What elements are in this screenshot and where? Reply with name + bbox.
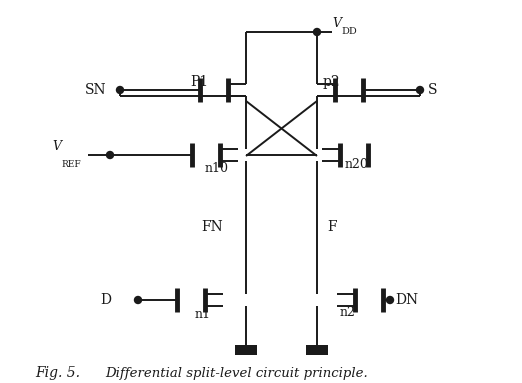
Text: p2: p2 [323,75,341,89]
Text: Differential split-level circuit principle.: Differential split-level circuit princip… [105,367,368,380]
Text: SN: SN [85,83,106,97]
Bar [306,345,328,355]
Text: FN: FN [201,220,223,234]
Text: n10: n10 [205,162,229,175]
Text: DN: DN [395,293,418,307]
Text: V: V [52,140,61,153]
Bar [235,345,257,355]
Circle shape [135,296,141,303]
Circle shape [116,87,124,93]
Circle shape [106,152,113,159]
Text: P1: P1 [190,75,208,89]
Text: V: V [332,17,341,30]
Text: n1: n1 [195,308,211,321]
Text: F: F [327,220,337,234]
Text: DD: DD [341,27,357,36]
Text: Fig. 5.: Fig. 5. [35,366,80,380]
Circle shape [386,296,394,303]
Text: D: D [100,293,111,307]
Text: n20: n20 [345,159,369,172]
Circle shape [314,28,321,36]
Circle shape [417,87,423,93]
Text: REF: REF [61,160,81,169]
Text: n2: n2 [340,306,356,319]
Text: S: S [428,83,437,97]
